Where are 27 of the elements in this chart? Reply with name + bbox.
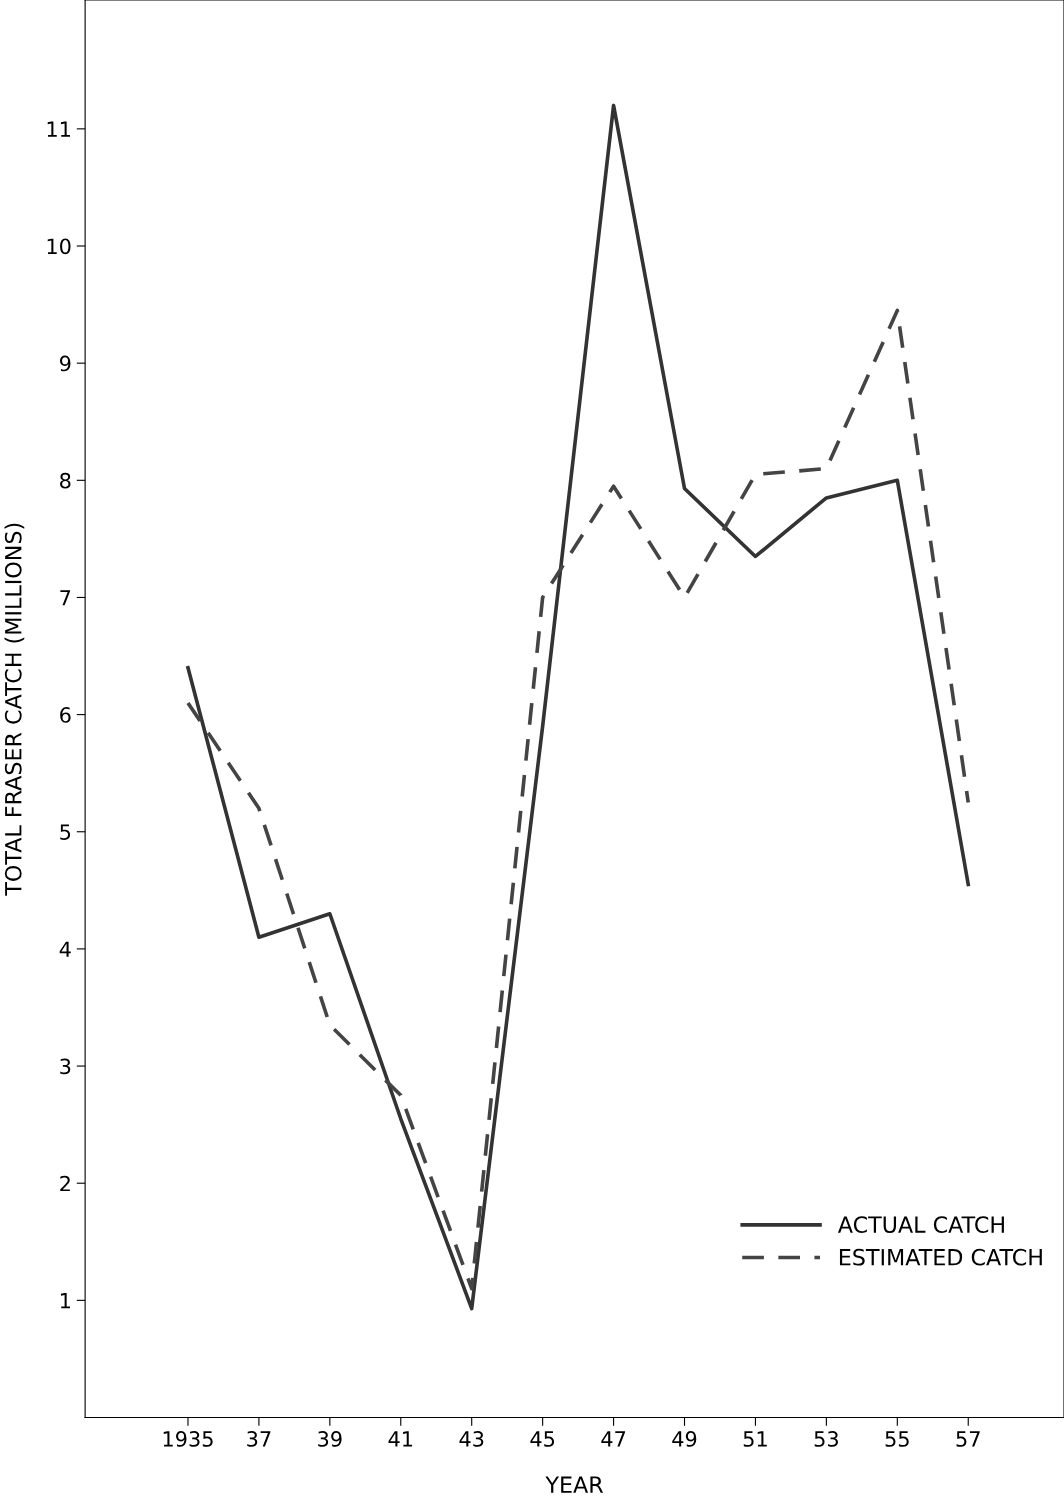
x-tick-label: 43 (459, 1431, 484, 1447)
y-tick-label: 4 (59, 941, 71, 957)
x-tick-label: 41 (388, 1431, 413, 1447)
y-tick-label: 7 (60, 590, 71, 606)
x-tick-label: 1935 (163, 1431, 213, 1447)
legend-label: ACTUAL CATCH (837, 1216, 1004, 1233)
x-tick-label: 51 (743, 1431, 767, 1447)
y-tick-label: 6 (60, 707, 71, 723)
x-tick-label: 57 (956, 1431, 980, 1447)
y-axis-title: TOTAL FRASER CATCH (MILLIONS) (4, 523, 25, 896)
x-tick-label: 39 (318, 1431, 342, 1447)
y-tick-label: 3 (60, 1058, 71, 1075)
x-tick-label: 49 (672, 1431, 697, 1447)
y-tick-label: 10 (47, 238, 71, 255)
x-axis-title: YEAR (545, 1476, 604, 1493)
x-tick-label: 37 (247, 1431, 271, 1447)
y-tick-label: 5 (60, 824, 71, 840)
y-tick-label: 1 (60, 1293, 70, 1309)
legend-label: ESTIMATED CATCH (839, 1248, 1042, 1266)
y-tick-label: 8 (60, 472, 71, 489)
x-tick-label: 55 (885, 1431, 909, 1447)
x-tick-label: 45 (530, 1431, 555, 1447)
y-tick-label: 2 (60, 1175, 70, 1192)
x-tick-label: 53 (814, 1431, 838, 1447)
y-tick-label: 9 (59, 355, 71, 372)
y-tick-label: 11 (47, 121, 70, 137)
x-tick-label: 47 (601, 1431, 626, 1447)
